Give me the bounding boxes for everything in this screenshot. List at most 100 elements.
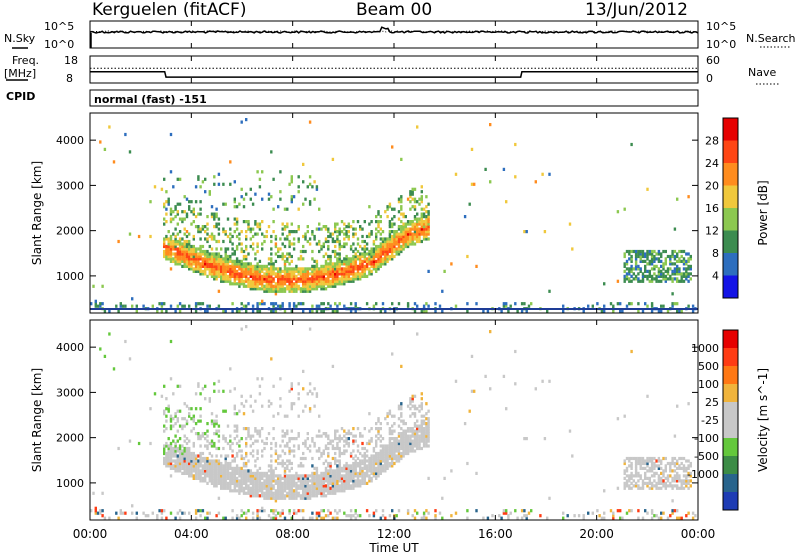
power-cell	[240, 230, 243, 234]
power-cell	[318, 304, 321, 308]
velocity-cell	[256, 511, 259, 515]
velocity-cell	[628, 459, 631, 463]
velocity-cell	[199, 464, 202, 468]
power-cell	[229, 272, 232, 276]
power-cell	[169, 132, 173, 137]
velocity-cell	[240, 449, 243, 453]
power-cell	[302, 257, 305, 261]
power-cell	[400, 207, 403, 211]
velocity-cell	[422, 511, 426, 515]
power-cell	[183, 254, 186, 259]
power-cell	[292, 274, 296, 278]
power-cell	[258, 177, 262, 181]
velocity-cell	[363, 476, 366, 480]
power-cell	[99, 140, 102, 144]
velocity-cell	[450, 469, 453, 473]
velocity-cell	[297, 432, 300, 436]
power-cell	[231, 267, 234, 271]
velocity-cell	[498, 514, 501, 518]
velocity-cell	[263, 471, 266, 475]
power-cell	[160, 187, 164, 191]
power-cell	[267, 272, 271, 276]
power-cell	[183, 259, 186, 263]
velocity-cell	[384, 451, 387, 456]
power-cell	[165, 207, 168, 211]
power-cell	[381, 239, 385, 244]
velocity-cell	[324, 486, 328, 490]
velocity-cell	[261, 509, 264, 513]
velocity-cell	[247, 491, 250, 495]
power-cell	[302, 277, 305, 281]
power-cell	[199, 272, 202, 276]
velocity-cell	[612, 514, 615, 518]
power-cell	[416, 232, 419, 236]
velocity-cell	[256, 516, 259, 520]
power-cell	[345, 264, 348, 268]
power-cell	[370, 264, 373, 268]
velocity-cell	[194, 464, 198, 468]
velocity-cell	[359, 464, 362, 468]
velocity-cell	[334, 459, 337, 463]
power-cell	[306, 282, 309, 286]
velocity-cell	[306, 489, 309, 493]
velocity-cell	[573, 514, 576, 518]
velocity-cell	[625, 484, 629, 488]
power-cell	[169, 220, 173, 224]
power-cell	[279, 269, 282, 273]
velocity-cell	[304, 474, 307, 478]
power-cell	[644, 302, 647, 306]
power-cell	[322, 242, 325, 246]
power-cell	[334, 222, 337, 226]
power-cell	[372, 247, 376, 251]
velocity-cell	[231, 441, 234, 446]
velocity-cell	[176, 511, 179, 515]
velocity-cell	[603, 511, 606, 515]
power-cell	[229, 237, 232, 241]
velocity-cell	[240, 469, 243, 473]
velocity-cell	[302, 489, 305, 493]
velocity-cell	[256, 429, 259, 433]
velocity-cell	[322, 494, 325, 498]
power-cell	[388, 234, 392, 239]
power-cell	[395, 249, 398, 254]
velocity-cell	[281, 439, 284, 443]
velocity-cell	[208, 464, 211, 468]
velocity-cell	[393, 444, 396, 448]
power-cell	[338, 252, 341, 256]
power-cell	[190, 262, 193, 266]
velocity-cell	[233, 412, 236, 416]
freq-right-tick-top: 60	[706, 54, 720, 67]
velocity-cell	[400, 412, 403, 416]
velocity-cell	[315, 476, 319, 480]
velocity-cell	[363, 479, 366, 483]
power-cell	[372, 254, 376, 259]
power-cell	[413, 217, 417, 221]
power-cell	[489, 180, 492, 184]
velocity-cell	[523, 437, 526, 441]
power-cell	[251, 267, 255, 271]
power-cell	[318, 272, 321, 276]
power-cell	[290, 289, 293, 293]
power-cell	[370, 249, 373, 254]
velocity-cell	[267, 481, 271, 485]
velocity-cell	[336, 471, 339, 475]
power-cell	[406, 230, 410, 234]
velocity-cell	[384, 516, 387, 520]
power-cell	[349, 309, 353, 313]
velocity-cell	[270, 484, 273, 488]
velocity-cell	[199, 437, 202, 441]
velocity-cell	[671, 486, 674, 490]
power-cell	[377, 222, 380, 226]
velocity-cell	[297, 392, 300, 396]
power-cell	[685, 267, 688, 271]
velocity-cell	[671, 499, 674, 503]
power-cell	[183, 249, 186, 254]
velocity-cell	[334, 486, 337, 490]
power-cell	[427, 232, 430, 236]
velocity-cell	[411, 399, 414, 403]
velocity-cell	[201, 451, 205, 456]
power-cell	[676, 252, 679, 256]
power-cell	[188, 262, 191, 266]
power-cell	[422, 215, 426, 219]
power-cell	[258, 302, 262, 306]
